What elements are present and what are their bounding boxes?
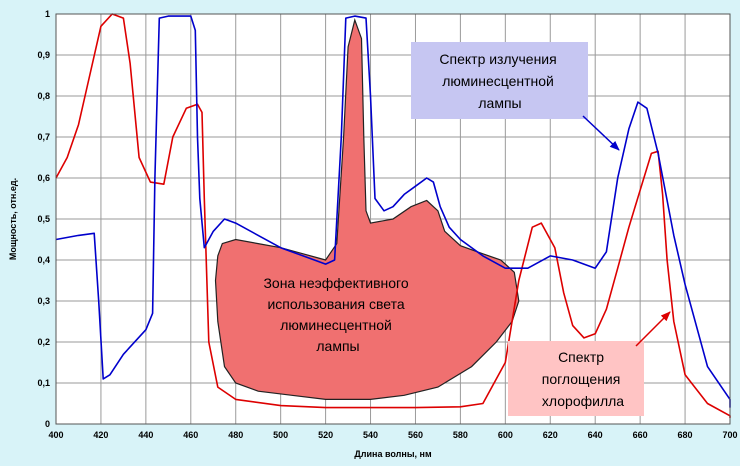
x-tick-label: 620 bbox=[543, 430, 558, 440]
y-tick-label: 1 bbox=[45, 9, 50, 19]
x-tick-label: 660 bbox=[633, 430, 648, 440]
y-tick-label: 0,5 bbox=[37, 214, 50, 224]
lamp-emission-line bbox=[55, 15, 731, 408]
x-tick-label: 680 bbox=[678, 430, 693, 440]
x-tick-label: 400 bbox=[48, 430, 63, 440]
x-tick-label: 580 bbox=[453, 430, 468, 440]
zone-label-line-2: использования света bbox=[267, 296, 404, 312]
x-axis-label: Длина волны, нм bbox=[354, 449, 432, 459]
emission-label-line-1: Спектр излучения bbox=[439, 51, 556, 67]
y-tick-label: 0,2 bbox=[37, 337, 50, 347]
x-tick-label: 500 bbox=[273, 430, 288, 440]
inefficiency-region bbox=[214, 18, 520, 400]
x-tick-labels: 400 420 440 460 480 500 520 540 560 580 600 620 640 6… bbox=[48, 430, 737, 440]
y-tick-label: 0,8 bbox=[37, 91, 50, 101]
y-tick-label: 0 bbox=[45, 419, 50, 429]
x-tick-label: 520 bbox=[318, 430, 333, 440]
x-tick-label: 440 bbox=[138, 430, 153, 440]
zone-label-line-4: лампы bbox=[316, 338, 359, 354]
emission-label-box bbox=[411, 42, 588, 119]
absorption-label: Спектр поглощения хлорофилла bbox=[542, 349, 625, 409]
plot-border bbox=[55, 13, 731, 425]
x-tick-label: 600 bbox=[498, 430, 513, 440]
x-tick-label: 560 bbox=[408, 430, 423, 440]
chlorophyll-absorption-line bbox=[55, 13, 731, 418]
absorption-label-box bbox=[508, 341, 644, 416]
y-tick-label: 0,9 bbox=[37, 50, 50, 60]
absorption-label-line-1: Спектр bbox=[558, 349, 604, 365]
x-tick-label: 480 bbox=[228, 430, 243, 440]
emission-label-line-3: лампы bbox=[478, 95, 521, 111]
x-tick-label: 640 bbox=[588, 430, 603, 440]
zone-label-line-1: Зона неэффективного bbox=[263, 275, 408, 291]
zone-label: Зона неэффективного использования света … bbox=[263, 275, 412, 354]
y-axis-label: Мощность, отн.ед. bbox=[8, 178, 18, 260]
x-tick-label: 460 bbox=[183, 430, 198, 440]
y-tick-label: 0,7 bbox=[37, 132, 50, 142]
absorption-arrow bbox=[635, 311, 671, 347]
y-tick-label: 0,6 bbox=[37, 173, 50, 183]
y-tick-label: 0,3 bbox=[37, 296, 50, 306]
y-tick-label: 0,4 bbox=[37, 255, 50, 265]
x-tick-label: 700 bbox=[722, 430, 737, 440]
x-tick-label: 540 bbox=[363, 430, 378, 440]
y-tick-labels: 0 0,1 0,2 0,3 0,4 0,5 0,6 0,7 0,8 0,9 1 bbox=[37, 9, 50, 429]
emission-arrow bbox=[582, 115, 620, 151]
y-tick-label: 0,1 bbox=[37, 378, 50, 388]
x-tick-label: 420 bbox=[93, 430, 108, 440]
zone-label-line-3: люминесцентной bbox=[280, 317, 392, 333]
emission-label: Спектр излучения люминесцентной лампы bbox=[439, 51, 560, 111]
absorption-label-line-3: хлорофилла bbox=[542, 393, 624, 409]
emission-label-line-2: люминесцентной bbox=[442, 73, 554, 89]
absorption-label-line-2: поглощения bbox=[542, 371, 621, 387]
